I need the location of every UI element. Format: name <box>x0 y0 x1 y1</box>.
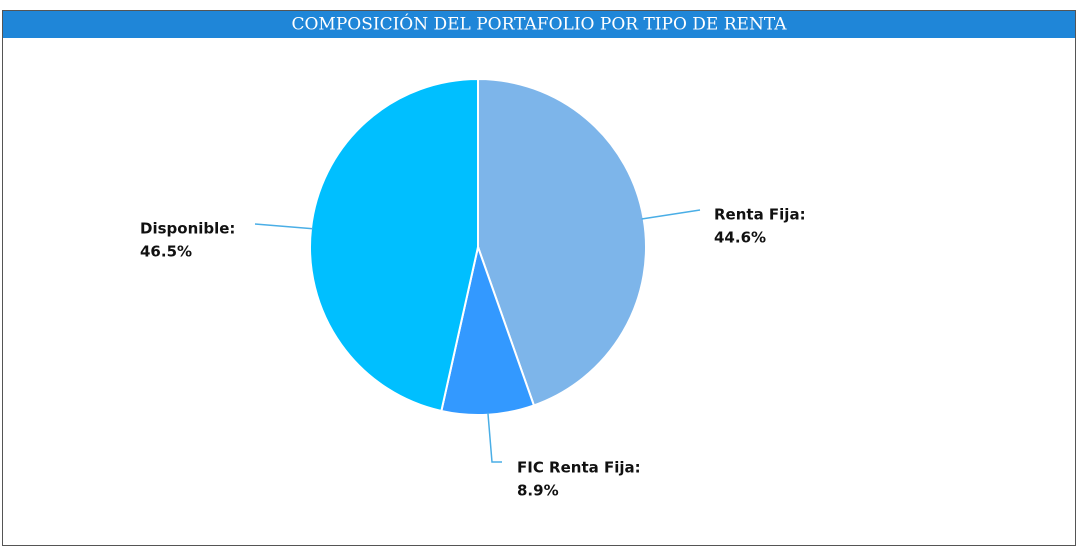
leader-line <box>254 223 314 230</box>
slice-label: Renta Fija: <box>714 206 806 224</box>
slice-value-label: 46.5% <box>140 243 192 261</box>
header-bar <box>3 11 1075 38</box>
slice-label: FIC Renta Fija: <box>517 459 641 477</box>
slice-value-label: 8.9% <box>517 482 559 500</box>
slice-label: Disponible: <box>140 220 235 238</box>
leader-line <box>487 412 502 463</box>
chart-title: COMPOSICIÓN DEL PORTAFOLIO POR TIPO DE R… <box>291 14 787 35</box>
leader-line <box>641 209 701 220</box>
slice-value-label: 44.6% <box>714 229 766 247</box>
